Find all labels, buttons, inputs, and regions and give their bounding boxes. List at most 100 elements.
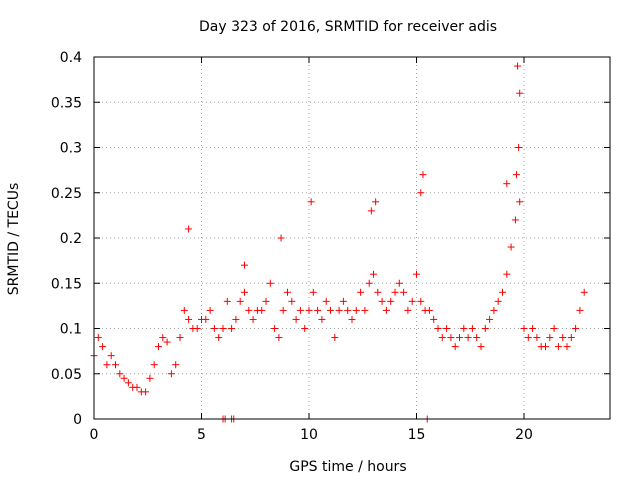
data-point bbox=[391, 288, 399, 296]
data-point bbox=[580, 288, 588, 296]
data-point bbox=[223, 297, 231, 305]
x-tick-label: 15 bbox=[408, 427, 426, 443]
data-point bbox=[219, 325, 227, 332]
data-point bbox=[172, 361, 180, 369]
data-point bbox=[279, 306, 287, 314]
data-point bbox=[150, 361, 158, 369]
data-point bbox=[490, 306, 498, 314]
data-point bbox=[193, 325, 201, 332]
y-tick-label: 0.3 bbox=[60, 141, 82, 157]
data-point bbox=[477, 343, 485, 351]
data-point bbox=[417, 297, 425, 305]
data-point bbox=[202, 315, 210, 323]
x-tick-label: 0 bbox=[90, 427, 99, 443]
data-point bbox=[331, 334, 339, 342]
data-point bbox=[486, 315, 494, 323]
data-point bbox=[567, 334, 575, 342]
data-point bbox=[266, 279, 274, 287]
data-point bbox=[307, 198, 315, 206]
data-point bbox=[249, 315, 257, 323]
data-point bbox=[288, 297, 296, 305]
data-point bbox=[155, 343, 162, 351]
data-point bbox=[494, 297, 502, 305]
data-point bbox=[107, 352, 115, 360]
data-point bbox=[167, 370, 175, 378]
data-point bbox=[322, 297, 330, 305]
data-point bbox=[387, 297, 395, 305]
data-point bbox=[180, 306, 188, 314]
data-point bbox=[301, 325, 309, 332]
y-tick-label: 0 bbox=[73, 412, 82, 428]
data-point bbox=[514, 62, 522, 70]
data-point bbox=[210, 325, 218, 332]
data-point bbox=[378, 297, 386, 305]
data-point bbox=[339, 297, 347, 305]
data-point bbox=[357, 288, 365, 296]
data-point bbox=[120, 374, 128, 382]
grid-lines bbox=[94, 57, 610, 419]
data-point bbox=[507, 243, 515, 251]
data-point bbox=[335, 306, 343, 314]
data-point bbox=[305, 306, 313, 314]
y-tick-label: 0.2 bbox=[60, 231, 82, 247]
axis-ticks bbox=[93, 56, 610, 420]
data-point bbox=[419, 171, 427, 179]
data-point bbox=[516, 198, 524, 206]
data-point bbox=[159, 334, 167, 342]
data-point bbox=[374, 288, 382, 296]
data-point bbox=[314, 306, 322, 314]
data-point bbox=[372, 198, 380, 206]
data-point bbox=[417, 189, 425, 197]
data-point bbox=[572, 325, 580, 332]
data-point bbox=[464, 334, 472, 342]
data-point bbox=[163, 338, 171, 346]
y-tick-label: 0.1 bbox=[60, 322, 82, 338]
data-point bbox=[228, 325, 236, 332]
y-tick-label: 0.35 bbox=[51, 95, 82, 111]
data-point bbox=[352, 306, 360, 314]
data-point bbox=[520, 325, 528, 332]
data-point bbox=[262, 297, 270, 305]
x-tick-label: 10 bbox=[300, 427, 318, 443]
data-point bbox=[271, 325, 279, 332]
data-point bbox=[232, 315, 240, 323]
data-point bbox=[438, 334, 446, 342]
data-point bbox=[275, 334, 283, 342]
y-axis-label: SRMTID / TECUs bbox=[6, 183, 22, 296]
data-point bbox=[112, 361, 119, 369]
data-point bbox=[142, 388, 150, 396]
data-point bbox=[529, 325, 537, 332]
x-axis-label: GPS time / hours bbox=[289, 459, 406, 475]
data-point bbox=[344, 306, 352, 314]
data-point bbox=[511, 216, 519, 224]
data-point bbox=[370, 270, 377, 278]
data-point bbox=[443, 325, 451, 332]
data-point bbox=[215, 334, 223, 342]
data-point bbox=[361, 306, 369, 314]
x-tick-label: 20 bbox=[515, 427, 533, 443]
data-point bbox=[185, 225, 193, 233]
data-point bbox=[554, 343, 562, 351]
y-tick-label: 0.4 bbox=[60, 50, 82, 66]
data-point bbox=[367, 207, 375, 215]
data-point bbox=[430, 315, 438, 323]
data-point bbox=[456, 334, 463, 342]
data-point bbox=[515, 144, 523, 151]
data-point bbox=[473, 334, 481, 342]
data-point bbox=[499, 288, 506, 296]
data-point bbox=[116, 370, 124, 378]
data-point bbox=[185, 315, 193, 323]
x-tick-label: 5 bbox=[197, 427, 206, 443]
data-point bbox=[94, 334, 102, 342]
data-point bbox=[559, 334, 567, 342]
data-point bbox=[576, 306, 584, 314]
data-point bbox=[434, 325, 442, 332]
data-point bbox=[413, 270, 420, 278]
data-point bbox=[400, 288, 408, 296]
data-point bbox=[512, 171, 520, 179]
data-point bbox=[348, 315, 356, 323]
data-point bbox=[124, 379, 132, 387]
data-point bbox=[447, 334, 455, 342]
